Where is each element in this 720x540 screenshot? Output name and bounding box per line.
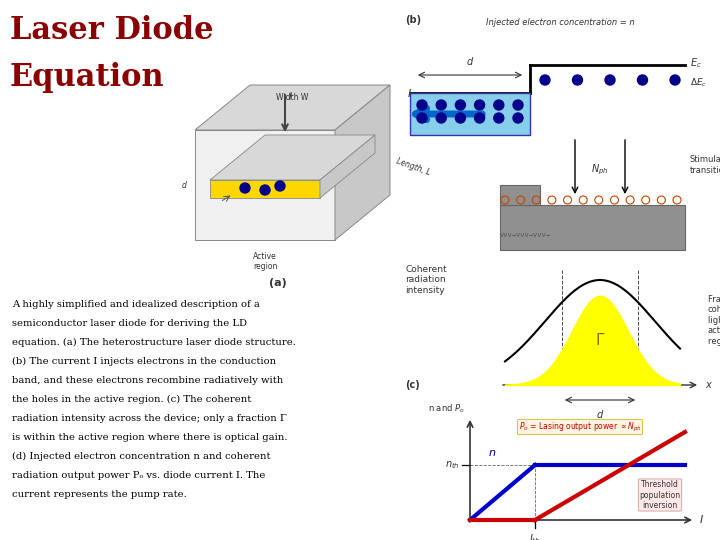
Circle shape	[417, 100, 427, 110]
Text: (c): (c)	[405, 380, 420, 390]
Circle shape	[474, 100, 485, 110]
Text: radiation output power Pₒ vs. diode current I. The: radiation output power Pₒ vs. diode curr…	[12, 471, 266, 480]
Polygon shape	[500, 185, 540, 205]
Text: $\Delta E_c$: $\Delta E_c$	[690, 77, 707, 89]
Text: radiation intensity across the device; only a fraction Γ: radiation intensity across the device; o…	[12, 414, 287, 423]
Polygon shape	[210, 135, 375, 180]
Text: d: d	[182, 180, 187, 190]
Text: Equation: Equation	[10, 62, 165, 93]
Circle shape	[240, 183, 250, 193]
Text: Injected electron concentration = n: Injected electron concentration = n	[486, 18, 634, 27]
Polygon shape	[195, 130, 335, 240]
Circle shape	[494, 113, 504, 123]
Text: Active
region: Active region	[253, 252, 277, 272]
Text: d: d	[467, 57, 473, 67]
Polygon shape	[500, 205, 685, 250]
Text: Coherent
radiation
intensity: Coherent radiation intensity	[405, 265, 446, 295]
Text: I: I	[289, 92, 292, 102]
Polygon shape	[195, 85, 390, 130]
Circle shape	[455, 100, 465, 110]
Text: $P_o$ = Lasing output power $\propto N_{ph}$: $P_o$ = Lasing output power $\propto N_{…	[518, 421, 642, 434]
Circle shape	[436, 113, 446, 123]
Text: $I_{th}$: $I_{th}$	[529, 532, 541, 540]
Polygon shape	[210, 180, 320, 198]
Text: (b): (b)	[405, 15, 421, 25]
Circle shape	[275, 181, 285, 191]
Circle shape	[605, 75, 615, 85]
Text: $N_{ph}$: $N_{ph}$	[591, 163, 608, 177]
Text: $E_c$: $E_c$	[690, 56, 702, 70]
Circle shape	[637, 75, 647, 85]
Text: Threshold
population
inversion: Threshold population inversion	[639, 480, 680, 510]
Text: Stimulated
transitions: Stimulated transitions	[690, 156, 720, 175]
Text: Fraction of
coherent
light in the
active
region is Γ: Fraction of coherent light in the active…	[708, 295, 720, 346]
Text: band, and these electrons recombine radiatively with: band, and these electrons recombine radi…	[12, 376, 283, 385]
Text: Width W: Width W	[276, 93, 308, 102]
Text: d: d	[597, 410, 603, 420]
Text: x: x	[705, 380, 711, 390]
Text: $n_{th}$: $n_{th}$	[445, 459, 460, 471]
Circle shape	[670, 75, 680, 85]
Circle shape	[494, 100, 504, 110]
Text: Length, L: Length, L	[395, 157, 431, 177]
Circle shape	[474, 113, 485, 123]
Circle shape	[572, 75, 582, 85]
Circle shape	[455, 113, 465, 123]
Text: $\Gamma$: $\Gamma$	[595, 332, 606, 348]
Circle shape	[513, 100, 523, 110]
Polygon shape	[335, 85, 390, 240]
Text: equation. (a) The heterostructure laser diode structure.: equation. (a) The heterostructure laser …	[12, 338, 296, 347]
Text: the holes in the active region. (c) The coherent: the holes in the active region. (c) The …	[12, 395, 251, 404]
Text: I: I	[700, 515, 703, 525]
Polygon shape	[320, 135, 375, 198]
Text: n and $P_o$: n and $P_o$	[428, 402, 465, 415]
Text: Laser Diode: Laser Diode	[10, 15, 214, 46]
Text: current represents the pump rate.: current represents the pump rate.	[12, 490, 186, 499]
Circle shape	[513, 113, 523, 123]
Text: n: n	[488, 448, 495, 458]
Circle shape	[436, 100, 446, 110]
Text: semiconductor laser diode for deriving the LD: semiconductor laser diode for deriving t…	[12, 319, 247, 328]
Circle shape	[417, 113, 427, 123]
Circle shape	[540, 75, 550, 85]
Text: is within the active region where there is optical gain.: is within the active region where there …	[12, 433, 287, 442]
Text: (b) The current I injects electrons in the conduction: (b) The current I injects electrons in t…	[12, 357, 276, 366]
Polygon shape	[410, 93, 530, 135]
Circle shape	[260, 185, 270, 195]
Text: A highly simplified and idealized description of a: A highly simplified and idealized descri…	[12, 300, 260, 309]
Text: (a): (a)	[269, 278, 287, 288]
Text: vvv→vvv→vvv→: vvv→vvv→vvv→	[500, 232, 551, 238]
Text: I: I	[408, 89, 411, 99]
Text: (d) Injected electron concentration n and coherent: (d) Injected electron concentration n an…	[12, 452, 271, 461]
